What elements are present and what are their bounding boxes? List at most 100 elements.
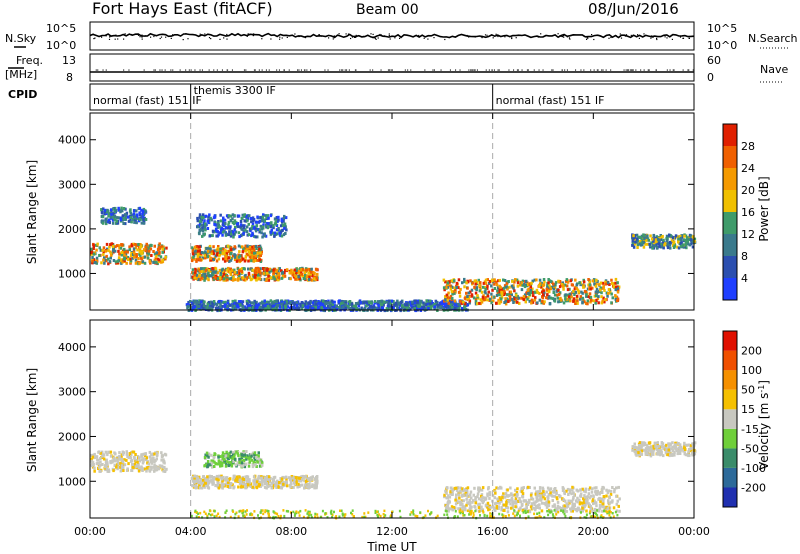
power-cell [595, 298, 598, 302]
power-cell [199, 217, 202, 221]
power-cell [453, 279, 456, 283]
power-cell [227, 233, 230, 237]
power-cell [556, 296, 559, 300]
velocity-cell [153, 452, 156, 456]
velocity-cell [225, 450, 228, 454]
power-cell [359, 301, 362, 305]
velocity-cell [573, 494, 576, 498]
velocity-cell [190, 477, 194, 480]
power-cell [428, 304, 431, 308]
velocity-cell [193, 476, 196, 480]
power-cell [192, 307, 195, 311]
power-cell [114, 260, 118, 264]
power-cell [242, 257, 245, 261]
power-cell [91, 256, 94, 259]
velocity-cell [134, 453, 137, 456]
power-cell [314, 267, 318, 271]
nsearch-point [187, 38, 189, 40]
nsearch-point [638, 37, 640, 39]
power-cell [668, 233, 671, 237]
power-cell [193, 273, 196, 277]
nsearch-point [632, 34, 634, 36]
power-cell [162, 247, 166, 251]
power-cell [114, 206, 117, 210]
power-cell [433, 302, 436, 306]
power-cell [616, 297, 620, 301]
power-cell [268, 267, 272, 271]
nave-point [564, 69, 566, 71]
velocity-cell [233, 474, 236, 478]
power-cell [258, 256, 261, 260]
velocity-cell [461, 487, 464, 491]
nsearch-point [172, 35, 174, 37]
power-cell [104, 249, 107, 253]
power-cell [690, 238, 693, 242]
power-cell [594, 301, 597, 305]
power-cell [552, 282, 555, 286]
power-cell [204, 214, 208, 218]
power-cell [382, 303, 385, 307]
power-cell [108, 221, 111, 225]
power-cell [324, 307, 328, 311]
power-cell [233, 214, 236, 218]
nsky-label: N.Sky [5, 32, 37, 45]
velocity-cell [264, 480, 267, 483]
velocity-cell [213, 460, 216, 464]
power-cell [100, 211, 104, 214]
power-cell [211, 229, 215, 233]
velocity-cell [243, 465, 247, 469]
power-cell [132, 217, 135, 221]
velocity-cell [468, 498, 471, 502]
nsearch-point [226, 38, 228, 40]
power-cell [589, 300, 592, 304]
power-cell [377, 307, 380, 311]
power-cell [595, 287, 599, 291]
velocity-cell [274, 484, 277, 488]
velocity-cell [555, 491, 558, 495]
nsearch-point [123, 38, 125, 40]
power-cell [225, 232, 228, 236]
power-cell [526, 281, 529, 285]
power-cell [531, 287, 534, 291]
power-cell [491, 288, 494, 292]
power-cell [448, 280, 451, 284]
nsearch-point [540, 33, 542, 35]
velocity-cell [449, 491, 452, 495]
power-cell [600, 291, 603, 295]
power-cell [429, 299, 432, 303]
power-cell [480, 300, 484, 304]
power-cell [212, 245, 215, 249]
velocity-cell [553, 503, 556, 507]
nave-point [199, 69, 201, 71]
velocity-cell [236, 477, 239, 481]
power-cell [219, 213, 222, 217]
power-cell [289, 300, 292, 304]
power-cell [217, 257, 221, 261]
nave-point [245, 69, 247, 71]
velocity-cell [101, 452, 104, 456]
velocity-cell [505, 505, 509, 509]
velocity-cell [591, 498, 595, 502]
power-cell [133, 251, 136, 255]
power-cell [275, 275, 279, 278]
power-cell [466, 286, 469, 290]
power-cell [438, 305, 442, 309]
nave-point [185, 69, 187, 71]
nsearch-point [666, 37, 668, 39]
velocity-cell [594, 501, 598, 505]
power-cell [108, 218, 111, 222]
velocity-cell [255, 485, 258, 489]
velocity-cell [270, 481, 273, 485]
power-cell [141, 212, 144, 216]
velocity-cell [497, 505, 500, 509]
power-cell [190, 305, 194, 309]
power-cell [132, 212, 136, 216]
power-cell [195, 259, 198, 263]
velocity-cell [609, 489, 613, 493]
power-cell [228, 230, 231, 234]
power-cell [273, 231, 277, 235]
power-cell [280, 229, 284, 233]
power-cell [227, 223, 230, 227]
power-cell [473, 279, 477, 283]
power-cell [157, 260, 161, 264]
